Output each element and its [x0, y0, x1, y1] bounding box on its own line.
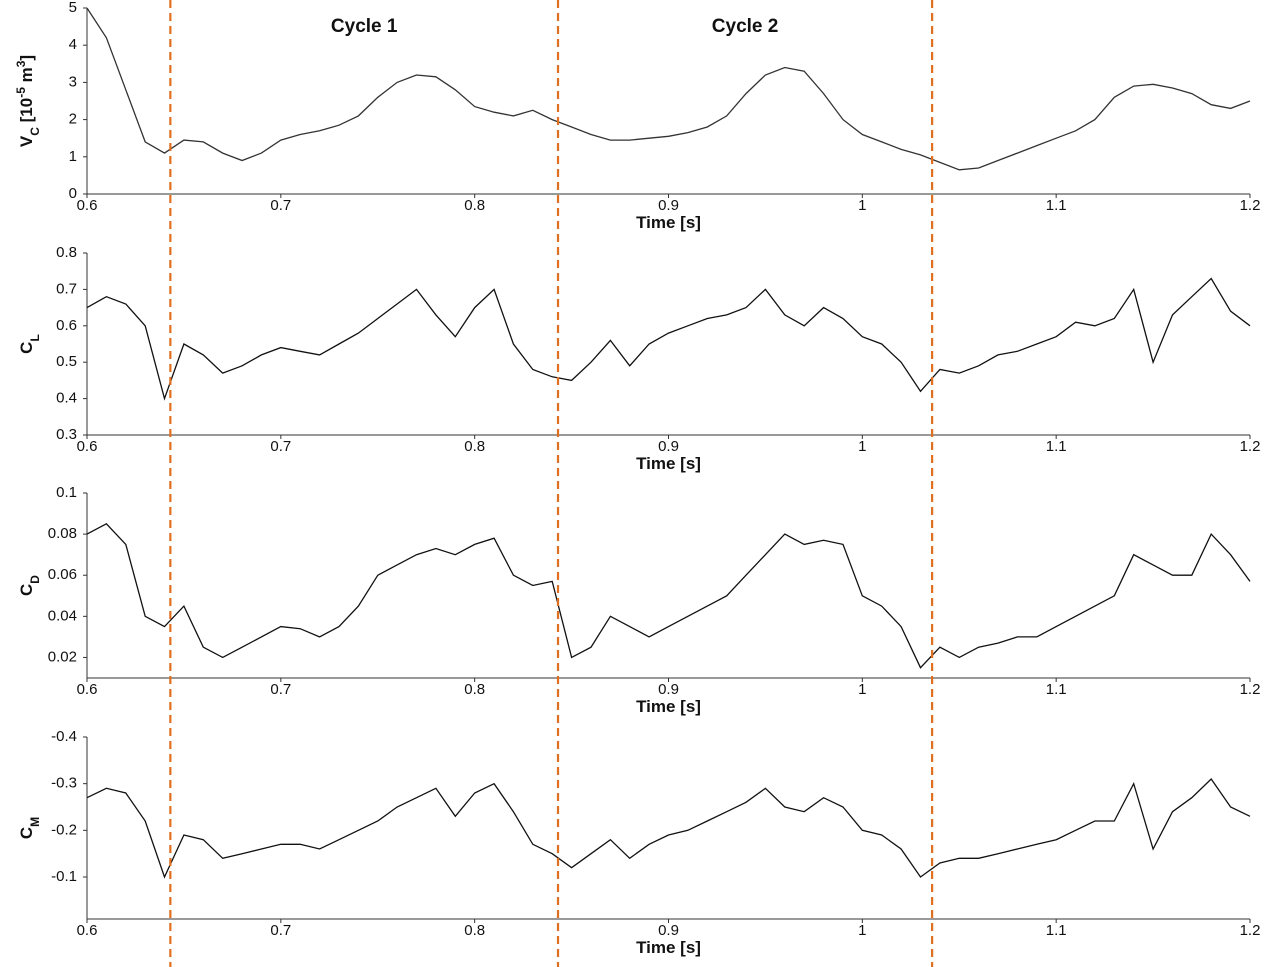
y-tick-label: 2: [69, 111, 77, 128]
y-tick-label: 0: [69, 185, 77, 202]
y-tick-label: 0.04: [48, 607, 77, 624]
x-tick-label: 0.8: [464, 197, 485, 214]
y-axis-title-part: L: [28, 334, 42, 341]
y-tick-label: 0.8: [56, 244, 77, 261]
y-tick-label: 0.6: [56, 317, 77, 334]
y-axis-title-part: [10: [17, 98, 36, 127]
y-axis-title-part: 3: [14, 60, 28, 67]
x-axis-title: Time [s]: [636, 938, 701, 957]
x-tick-label: 0.7: [270, 681, 291, 698]
y-tick-label: 4: [69, 36, 77, 53]
y-tick-label: 1: [69, 148, 77, 165]
x-tick-label: 1.1: [1046, 922, 1067, 939]
x-tick-label: 0.8: [464, 922, 485, 939]
x-tick-label: 0.7: [270, 438, 291, 455]
y-axis-title-part: C: [17, 342, 36, 354]
x-tick-label: 1.2: [1240, 922, 1261, 939]
y-axis-title-part: C: [28, 127, 42, 136]
x-tick-label: 0.6: [77, 197, 98, 214]
y-axis-title-part: m: [17, 67, 36, 87]
y-tick-label: -0.3: [51, 775, 77, 792]
x-tick-label: 1: [858, 438, 866, 455]
y-axis-title-part: D: [28, 575, 42, 584]
x-tick-label: 1: [858, 681, 866, 698]
y-axis-title: CM: [17, 817, 42, 839]
y-tick-label: 5: [69, 0, 77, 16]
x-tick-label: 0.8: [464, 438, 485, 455]
y-axis-title: CD: [17, 575, 42, 596]
x-axis-title: Time [s]: [636, 213, 701, 232]
x-axis-title: Time [s]: [636, 454, 701, 473]
y-tick-label: -0.1: [51, 868, 77, 885]
x-tick-label: 0.7: [270, 922, 291, 939]
y-tick-label: 0.7: [56, 280, 77, 297]
y-axis-title: CL: [17, 334, 42, 354]
x-tick-label: 1.1: [1046, 197, 1067, 214]
y-tick-label: -0.2: [51, 821, 77, 838]
x-tick-label: 0.9: [658, 922, 679, 939]
y-axis-title-part: M: [28, 817, 42, 827]
y-tick-label: 0.02: [48, 648, 77, 665]
y-axis-title-part: ]: [17, 55, 36, 61]
x-tick-label: 0.7: [270, 197, 291, 214]
y-axis-title-part: -5: [14, 87, 28, 98]
y-tick-label: 3: [69, 73, 77, 90]
data-line: [86, 277, 1251, 401]
cycle-label: Cycle 1: [331, 16, 398, 37]
x-tick-label: 0.9: [658, 681, 679, 698]
x-tick-label: 1.2: [1240, 681, 1261, 698]
y-axis-title-part: V: [17, 135, 36, 147]
x-axis-title: Time [s]: [636, 697, 701, 716]
y-tick-label: 0.4: [56, 390, 77, 407]
x-tick-label: 0.6: [77, 681, 98, 698]
y-tick-label: 0.1: [56, 484, 77, 501]
x-tick-label: 1.1: [1046, 438, 1067, 455]
x-tick-label: 1.1: [1046, 681, 1067, 698]
y-axis-title: VC [10-5 m3]: [14, 55, 42, 147]
x-tick-label: 1: [858, 197, 866, 214]
x-tick-label: 1.2: [1240, 197, 1261, 214]
y-tick-label: 0.5: [56, 353, 77, 370]
y-tick-label: 0.06: [48, 566, 77, 583]
x-tick-label: 0.9: [658, 197, 679, 214]
y-tick-label: 0.08: [48, 525, 77, 542]
y-tick-label: 0.3: [56, 426, 77, 443]
y-tick-label: -0.4: [51, 728, 77, 745]
x-tick-label: 0.6: [77, 438, 98, 455]
y-axis-title-part: C: [17, 584, 36, 596]
y-axis-title-part: C: [17, 827, 36, 839]
x-tick-label: 0.6: [77, 922, 98, 939]
data-line: [86, 522, 1251, 669]
data-line: [86, 778, 1251, 879]
data-line: [86, 7, 1251, 171]
x-tick-label: 1: [858, 922, 866, 939]
x-tick-label: 0.8: [464, 681, 485, 698]
x-tick-label: 0.9: [658, 438, 679, 455]
cycle-label: Cycle 2: [712, 16, 779, 37]
x-tick-label: 1.2: [1240, 438, 1261, 455]
